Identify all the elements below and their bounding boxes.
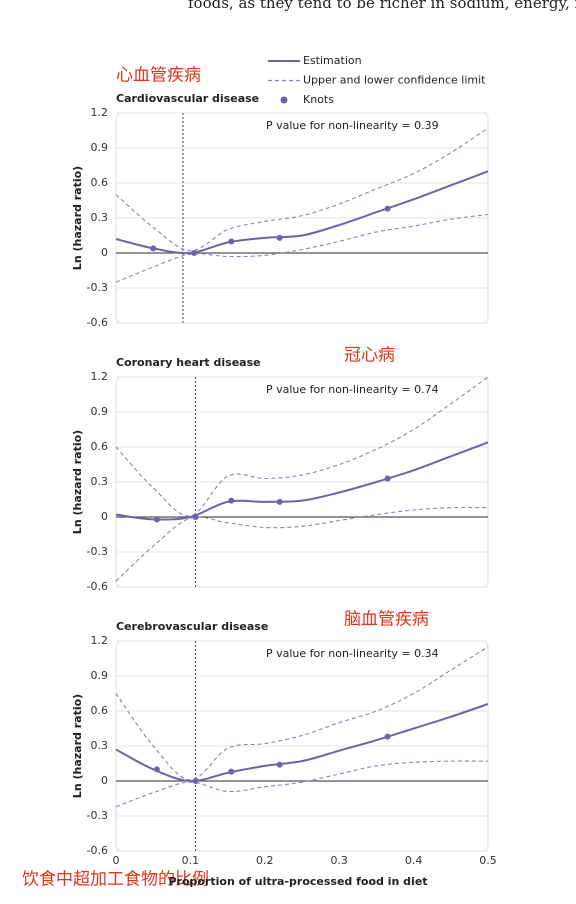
y-tick-label: 0.6 xyxy=(91,440,109,453)
knot xyxy=(192,514,199,520)
knot xyxy=(384,475,391,482)
knot xyxy=(228,768,235,775)
legend-label: Estimation xyxy=(303,54,362,67)
knot xyxy=(276,234,283,241)
y-tick-label: 0.6 xyxy=(91,176,109,189)
y-tick-label: 0.9 xyxy=(91,141,109,154)
x-tick-label: 0.1 xyxy=(182,854,200,867)
knot xyxy=(276,498,283,505)
y-tick-label: -0.3 xyxy=(87,545,108,558)
y-axis-label: Ln (hazard ratio) xyxy=(71,430,84,534)
y-tick-label: 0.3 xyxy=(91,739,109,752)
y-tick-label: -0.3 xyxy=(87,809,108,822)
y-tick-label: 0 xyxy=(101,510,108,523)
y-tick-label: 0 xyxy=(101,246,108,259)
knot xyxy=(276,761,283,768)
y-tick-label: 0.9 xyxy=(91,405,109,418)
y-tick-label: 1.2 xyxy=(91,370,109,383)
knot xyxy=(191,250,198,256)
y-axis-label: Ln (hazard ratio) xyxy=(71,166,84,270)
x-axis-label: Proportion of ultra-processed food in di… xyxy=(168,875,427,888)
y-tick-label: 0.9 xyxy=(91,669,109,682)
y-tick-label: -0.6 xyxy=(87,580,108,593)
legend-label: Upper and lower confidence limit xyxy=(303,74,486,87)
confidence-line xyxy=(115,213,489,283)
legend-label: Knots xyxy=(303,93,334,106)
legend-swatch xyxy=(280,96,288,104)
x-tick-label: 0.4 xyxy=(405,854,423,867)
x-tick-label: 0 xyxy=(113,854,120,867)
annotation: 脑血管疾病 xyxy=(344,610,429,630)
annotation: P value for non-linearity = 0.34 xyxy=(266,647,439,660)
y-tick-label: 0.6 xyxy=(91,704,109,717)
confidence-line xyxy=(115,376,489,517)
annotation: 心血管疾病 xyxy=(116,66,201,86)
confidence-line xyxy=(115,760,489,808)
y-tick-label: 0 xyxy=(101,774,108,787)
knot xyxy=(192,778,199,784)
header-text: foods, as they tend to be richer in sodi… xyxy=(188,0,576,12)
y-axis-label: Ln (hazard ratio) xyxy=(71,694,84,798)
panel-title: Cerebrovascular disease xyxy=(116,620,268,633)
knot xyxy=(384,733,391,740)
y-tick-label: 0.3 xyxy=(91,475,109,488)
x-tick-label: 0.2 xyxy=(256,854,274,867)
confidence-line xyxy=(115,506,489,582)
annotation: 饮食中超加工食物的比例 xyxy=(22,870,209,890)
knot xyxy=(228,238,235,245)
annotation: 冠心病 xyxy=(344,346,395,366)
y-tick-label: -0.6 xyxy=(87,844,108,857)
y-tick-label: -0.3 xyxy=(87,281,108,294)
estimate-line xyxy=(115,170,489,255)
estimate-line xyxy=(115,703,489,783)
y-tick-label: 0.3 xyxy=(91,211,109,224)
panel: Cerebrovascular disease Ln (hazard ratio)… xyxy=(71,620,497,888)
y-tick-label: 1.2 xyxy=(91,106,109,119)
x-tick-label: 0.3 xyxy=(330,854,348,867)
knot xyxy=(150,245,157,252)
y-tick-label: 1.2 xyxy=(91,634,109,647)
confidence-line xyxy=(115,646,489,781)
panel-title: Cardiovascular disease xyxy=(116,92,259,105)
estimate-line xyxy=(115,441,489,521)
x-tick-label: 0.5 xyxy=(479,854,497,867)
annotation: P value for non-linearity = 0.39 xyxy=(266,119,439,132)
panel-title: Coronary heart disease xyxy=(116,356,261,369)
knot xyxy=(384,205,391,212)
knot xyxy=(153,516,160,523)
y-tick-label: -0.6 xyxy=(87,316,108,329)
annotation: P value for non-linearity = 0.74 xyxy=(266,383,439,396)
confidence-line xyxy=(115,127,489,252)
knot xyxy=(153,766,160,773)
knot xyxy=(228,497,235,504)
